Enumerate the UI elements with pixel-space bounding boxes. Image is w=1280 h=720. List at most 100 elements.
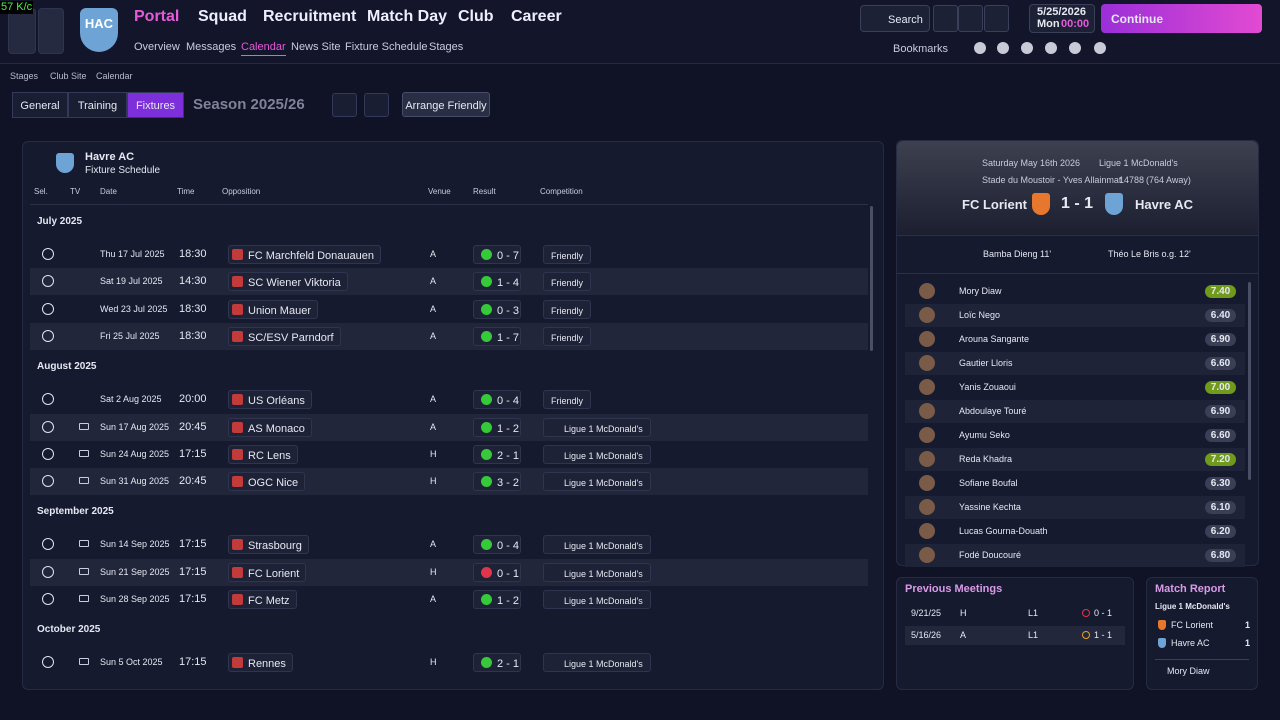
continue-button[interactable]: Continue (1101, 4, 1262, 33)
quick-icon[interactable] (1021, 42, 1033, 54)
opposition-pill[interactable]: Union Mauer (228, 299, 318, 319)
player-name[interactable]: Sofiane Boufal (959, 478, 1018, 488)
column-header[interactable]: Result (473, 187, 496, 196)
tab[interactable]: General (12, 92, 68, 118)
date-box (1029, 4, 1095, 33)
menu-item[interactable]: Match Day (367, 8, 448, 25)
opposition-pill[interactable]: AS Monaco (228, 417, 312, 437)
toolbar-button[interactable] (933, 5, 958, 32)
select-radio[interactable] (42, 248, 54, 260)
bookmarks[interactable]: Bookmarks (893, 43, 949, 55)
competition-pill[interactable]: Ligue 1 McDonald's (543, 472, 651, 492)
row-bg (905, 496, 1245, 519)
competition-pill[interactable]: Ligue 1 McDonald's (543, 653, 651, 673)
breadcrumb-item[interactable]: Stages (10, 71, 39, 81)
menu-item[interactable]: Squad (198, 8, 247, 25)
opposition-pill[interactable]: OGC Nice (228, 472, 306, 492)
column-header[interactable]: Date (100, 187, 117, 196)
column-header[interactable]: Venue (428, 187, 451, 196)
submenu-item[interactable]: Fixture Schedule (345, 41, 428, 53)
quick-icon[interactable] (974, 42, 986, 54)
competition-pill[interactable]: Friendly (543, 299, 592, 319)
opposition-pill[interactable]: FC Marchfeld Donauauen (228, 245, 381, 264)
venue: A (430, 394, 437, 405)
prev-season[interactable] (332, 93, 357, 117)
player-name[interactable]: Fodé Doucouré (959, 550, 1022, 560)
season[interactable]: Season 2025/26 (193, 96, 305, 113)
opposition-crest (232, 539, 243, 551)
opposition-pill[interactable]: Strasbourg (228, 535, 309, 555)
search-button[interactable]: Search (860, 5, 930, 32)
player-name[interactable]: Yanis Zouaoui (959, 382, 1016, 392)
quick-icon[interactable] (997, 42, 1009, 54)
opposition-pill[interactable]: US Orléans (228, 390, 312, 410)
home-team[interactable]: FC Lorient (962, 197, 1027, 212)
column-header[interactable]: Opposition (222, 187, 261, 196)
submenu-item[interactable]: Overview (134, 41, 180, 53)
select-radio[interactable] (42, 275, 54, 288)
month-label: July 2025 (37, 216, 83, 227)
select-radio[interactable] (42, 447, 54, 460)
menu-item[interactable]: Career (511, 8, 562, 25)
player-name[interactable]: Arouna Sangante (959, 334, 1030, 344)
competition-pill[interactable]: Ligue 1 McDonald's (543, 535, 651, 555)
quick-icon[interactable] (1094, 42, 1106, 54)
player-name[interactable]: Ayumu Seko (959, 430, 1010, 440)
breadcrumb-item[interactable]: Calendar (96, 71, 133, 81)
competition-pill[interactable]: Ligue 1 McDonald's (543, 562, 651, 582)
next-season[interactable] (364, 93, 389, 117)
submenu-item[interactable]: Stages (429, 41, 464, 53)
menu-item[interactable]: Recruitment (263, 8, 357, 25)
competition-pill[interactable]: Ligue 1 McDonald's (543, 417, 651, 437)
player-name[interactable]: Reda Khadra (959, 454, 1013, 464)
select-radio[interactable] (42, 393, 54, 406)
tab[interactable]: Training (68, 92, 127, 118)
submenu-item[interactable]: Messages (186, 41, 237, 53)
select-radio[interactable] (42, 593, 54, 605)
competition-pill[interactable]: Friendly (543, 272, 592, 292)
opposition-pill[interactable]: SC Wiener Viktoria (228, 272, 348, 292)
quick-icon[interactable] (1069, 42, 1081, 54)
player-name[interactable]: Mory Diaw (959, 286, 1002, 296)
opposition-pill[interactable]: RC Lens (228, 444, 298, 464)
competition-pill[interactable]: Friendly (543, 245, 592, 264)
competition-pill[interactable]: Ligue 1 McDonald's (543, 444, 651, 464)
player-name[interactable]: Yassine Kechta (959, 502, 1021, 512)
player-of-match[interactable]: Mory Diaw (1167, 666, 1210, 676)
menu-item[interactable]: Club (458, 8, 494, 25)
select-radio[interactable] (42, 538, 54, 551)
player-name[interactable]: Gautier Lloris (959, 358, 1013, 368)
competition-pill[interactable]: Ligue 1 McDonald's (543, 590, 651, 609)
arrange-friendly[interactable]: Arrange Friendly (402, 92, 490, 117)
forward-button[interactable] (38, 8, 64, 54)
toolbar-button[interactable] (958, 5, 983, 32)
select-radio[interactable] (42, 420, 54, 433)
select-radio[interactable] (42, 302, 54, 315)
back-button[interactable] (8, 8, 36, 54)
submenu-item[interactable]: Calendar (241, 42, 286, 56)
submenu-item[interactable]: News Site (291, 41, 341, 53)
column-header[interactable]: Competition (540, 187, 583, 196)
opposition-pill[interactable]: FC Metz (228, 590, 297, 609)
breadcrumb-item[interactable]: Club Site (50, 71, 87, 81)
select-radio[interactable] (42, 656, 54, 669)
competition-pill[interactable]: Friendly (543, 390, 592, 410)
tab[interactable]: Fixtures (127, 92, 184, 118)
opposition-pill[interactable]: FC Lorient (228, 562, 307, 582)
competition-pill[interactable]: Friendly (543, 326, 592, 346)
menu-item[interactable]: Portal (134, 8, 180, 25)
away-team[interactable]: Havre AC (1135, 197, 1194, 212)
player-name[interactable]: Abdoulaye Touré (959, 406, 1027, 416)
quick-icon[interactable] (1045, 42, 1057, 54)
player-name[interactable]: Lucas Gourna-Douath (959, 526, 1048, 536)
column-header[interactable]: Sel. (34, 187, 48, 196)
toolbar-button[interactable] (984, 5, 1009, 32)
select-radio[interactable] (42, 329, 54, 342)
column-header[interactable]: TV (70, 187, 81, 196)
player-name[interactable]: Loïc Nego (959, 310, 1001, 320)
column-header[interactable]: Time (177, 187, 195, 196)
opposition-pill[interactable]: SC/ESV Parndorf (228, 326, 341, 346)
select-radio[interactable] (42, 565, 54, 578)
opposition-pill[interactable]: Rennes (228, 653, 293, 673)
select-radio[interactable] (42, 475, 54, 488)
